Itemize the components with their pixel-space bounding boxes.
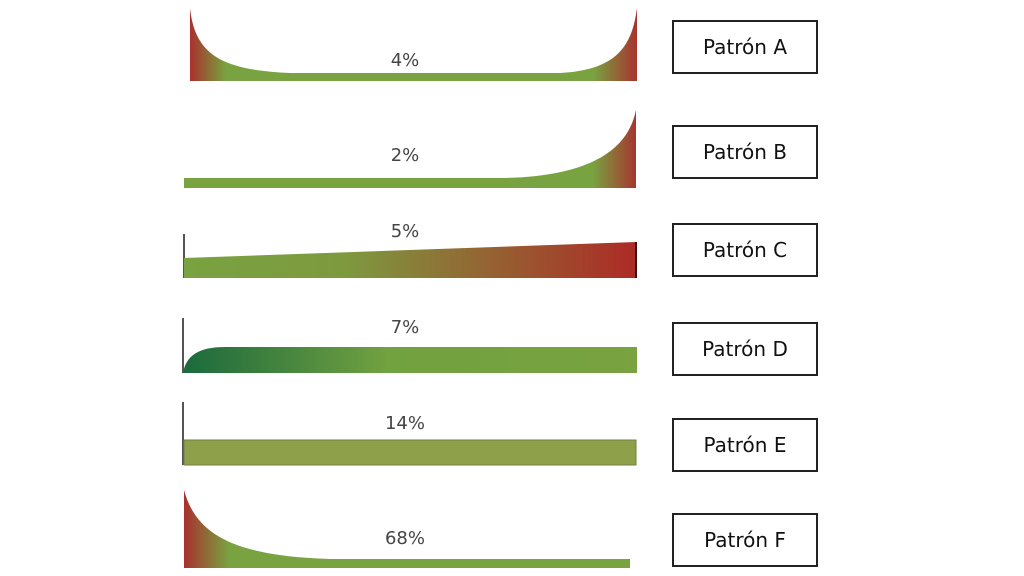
pattern-e-label: Patrón E	[672, 418, 818, 472]
pattern-e-percent: 14%	[385, 413, 425, 434]
pattern-b-label: Patrón B	[672, 125, 818, 179]
pattern-d-percent: 7%	[391, 317, 420, 338]
pattern-c-shape	[184, 242, 636, 278]
pattern-e-shape	[183, 439, 637, 466]
pattern-d-shape	[183, 347, 637, 373]
pattern-a-label: Patrón A	[672, 20, 818, 74]
pattern-f-label: Patrón F	[672, 513, 818, 567]
pattern-f-percent: 68%	[385, 528, 425, 549]
pattern-b-shape	[184, 110, 636, 188]
pattern-f-shape	[184, 490, 630, 568]
pattern-a-percent: 4%	[391, 50, 420, 71]
pattern-a-shape	[190, 8, 637, 81]
pattern-b-percent: 2%	[391, 145, 420, 166]
pattern-d-label: Patrón D	[672, 322, 818, 376]
pattern-c-percent: 5%	[391, 221, 420, 242]
pattern-c-label: Patrón C	[672, 223, 818, 277]
